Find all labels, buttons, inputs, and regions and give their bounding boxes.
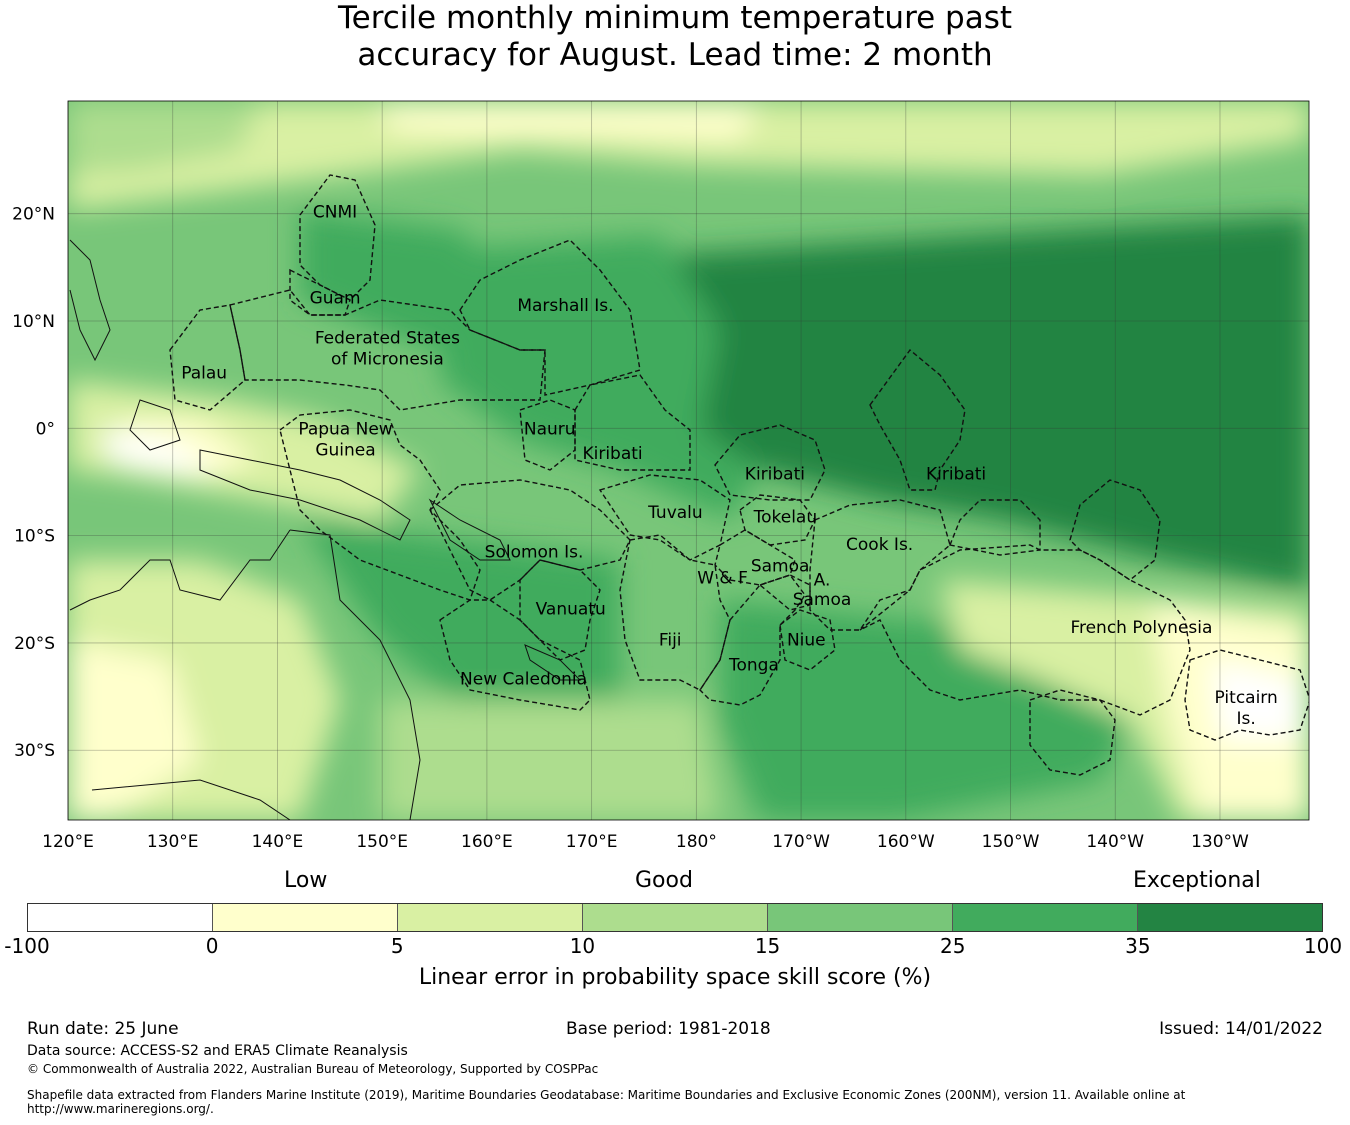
colorbar-tick-label: -100 [4,934,50,958]
colorbar-tick-label: 25 [939,934,966,958]
longitude-tick-label: 170°W [772,832,830,852]
latitude-tick-label: 10°S [14,527,55,547]
longitude-labels: 120°E 130°E 140°E 150°E 160°E 170°E 180° 170°W 1… [42,832,1249,852]
skill-score-map: 120°E 130°E 140°E 150°E 160°E 170°E 180° 170°W 1… [12,100,1310,852]
colorbar-tick-label: 100 [1303,934,1343,958]
region-label: Palau [181,364,227,384]
region-label: Vanuatu [536,600,606,620]
colorbar-tick-label: 10 [569,934,596,958]
region-label: Guam [310,288,361,308]
colorbar-segment [1138,904,1322,931]
data-source: Data source: ACCESS-S2 and ERA5 Climate … [27,1043,408,1059]
latitude-tick-label: 30°S [14,741,55,761]
legend-label-exceptional: Exceptional [1133,868,1261,893]
region-label: French Polynesia [1070,618,1212,638]
colorbar-segment [28,904,213,931]
colorbar-segment [583,904,768,931]
region-label: New Caledonia [460,669,587,689]
longitude-tick-label: 160°E [461,832,513,852]
skill-field [68,101,1309,820]
region-label: Kiribati [582,444,642,464]
region-label: Federated States of Micronesia [315,328,460,369]
eez-boundaries [169,174,1309,776]
region-label: Solomon Is. [485,543,584,563]
region-label: Niue [787,631,826,651]
title-line-2: accuracy for August. Lead time: 2 month [357,37,993,73]
region-label: Marshall Is. [517,296,613,316]
longitude-tick-label: 130°E [147,832,199,852]
region-label: Tuvalu [647,503,703,523]
region-label: Samoa [793,590,852,610]
colorbar-tick-label: 15 [754,934,781,958]
region-label: Nauru [524,419,576,439]
longitude-tick-label: 160°W [877,832,935,852]
longitude-tick-label: 120°E [42,832,94,852]
latitude-labels: 20°N 10°N 0° 10°S 20°S 30°S [12,205,55,762]
coastlines [69,239,582,820]
base-period: Base period: 1981-2018 [566,1019,771,1039]
region-labels: CNMI Guam Palau Federated States of Micrones… [181,203,1278,729]
map-title: Tercile monthly minimum temperature past… [0,0,1350,74]
longitude-tick-label: 150°E [356,832,408,852]
issued-date: Issued: 14/01/2022 [1159,1019,1323,1039]
run-date: Run date: 25 June [27,1019,179,1039]
colorbar-segment [213,904,398,931]
longitude-tick-label: 150°W [982,832,1040,852]
colorbar [27,903,1323,932]
colorbar-segment [768,904,953,931]
colorbar-tick-label: 0 [205,934,219,958]
region-label: Tokelau [753,507,818,527]
longitude-tick-label: 170°E [566,832,618,852]
copyright: © Commonwealth of Australia 2022, Austra… [27,1062,599,1076]
region-label: Fiji [659,631,682,651]
legend-label-good: Good [635,868,693,893]
colorbar-tick-label: 5 [390,934,404,958]
region-label: Cook Is. [846,535,913,555]
latitude-tick-label: 10°N [12,312,55,332]
colorbar-tick-label: 35 [1125,934,1151,958]
latitude-tick-label: 20°S [14,634,55,654]
region-label: A. [814,571,831,591]
longitude-tick-label: 140°E [252,832,304,852]
latitude-tick-label: 0° [36,419,55,439]
latitude-tick-label: 20°N [12,205,55,225]
region-label: CNMI [313,203,357,223]
region-label: Papua New Guinea [298,420,392,461]
region-label: Tonga [728,655,779,675]
shapefile-credit: Shapefile data extracted from Flanders M… [27,1088,1186,1116]
legend-label-low: Low [284,868,328,893]
region-label: Samoa [751,557,810,577]
colorbar-title: Linear error in probability space skill … [418,965,932,990]
longitude-tick-label: 140°W [1086,832,1144,852]
colorbar-segment [398,904,583,931]
longitude-tick-label: 130°W [1191,832,1249,852]
region-label: Kiribati [926,464,986,484]
colorbar-segment [953,904,1138,931]
region-label: Pitcairn Is. [1215,688,1278,729]
region-label: W & F [697,568,748,588]
region-label: Kiribati [745,464,805,484]
longitude-tick-label: 180° [676,832,717,852]
title-line-1: Tercile monthly minimum temperature past [337,0,1013,36]
